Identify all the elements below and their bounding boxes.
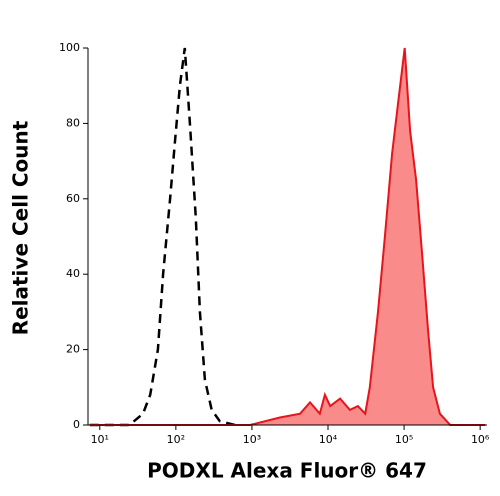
x-tick-label: 10¹ — [91, 433, 109, 446]
x-tick-label: 10⁶ — [471, 433, 490, 446]
y-tick-label: 100 — [59, 41, 80, 54]
x-tick-label: 10⁵ — [395, 433, 413, 446]
y-tick-label: 20 — [66, 343, 80, 356]
y-tick-label: 60 — [66, 192, 80, 205]
x-tick-label: 10⁴ — [319, 433, 338, 446]
x-tick-label: 10² — [167, 433, 185, 446]
y-axis-title: Relative Cell Count — [9, 120, 33, 335]
y-tick-label: 80 — [66, 116, 80, 129]
y-tick-label: 40 — [66, 267, 80, 280]
x-tick-label: 10³ — [243, 433, 261, 446]
histogram-line — [89, 47, 236, 427]
y-tick-label: 0 — [73, 418, 80, 431]
histogram-area — [89, 48, 486, 425]
histogram-line — [89, 47, 486, 426]
x-axis-title: PODXL Alexa Fluor® 647 — [147, 459, 427, 483]
